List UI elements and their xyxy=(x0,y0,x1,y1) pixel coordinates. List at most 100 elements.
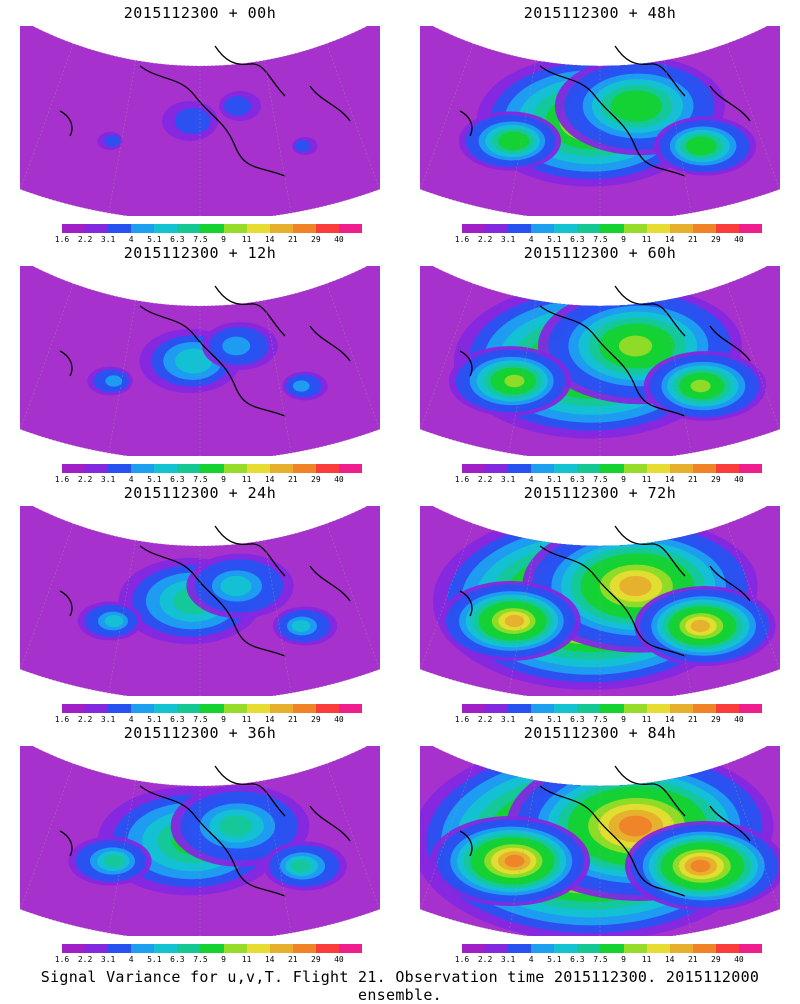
colorbar-swatch xyxy=(577,464,601,473)
map-panel: 2015112300 + 48h 1.6 2.2 3.1 4 5.1 6.3 7.5 9 11 14… xyxy=(400,0,800,244)
colorbar-tick-label: 14 xyxy=(264,715,275,724)
colorbar-swatch xyxy=(600,704,624,713)
colorbar-swatch xyxy=(715,704,739,713)
colorbar-tick-label: 40 xyxy=(734,955,744,964)
colorbar-tick-label: 5.1 xyxy=(547,955,562,964)
colorbar-swatch xyxy=(177,704,201,713)
variance-contour xyxy=(504,614,525,628)
colorbar-swatch xyxy=(600,464,624,473)
colorbar-swatch xyxy=(62,704,86,713)
colorbar-tick-label: 5.1 xyxy=(147,475,162,484)
colorbar-swatch xyxy=(738,944,763,953)
colorbar-tick-label: 14 xyxy=(664,715,675,724)
colorbar-swatch xyxy=(131,704,155,713)
colorbar-tick-label: 11 xyxy=(641,475,652,484)
colorbar-tick-label: 29 xyxy=(311,475,321,484)
colorbar-tick-label: 14 xyxy=(264,235,275,244)
variance-contour xyxy=(504,134,524,148)
variance-contour xyxy=(219,815,253,837)
colorbar-tick-label: 14 xyxy=(264,955,275,964)
colorbar-tick-label: 6.3 xyxy=(570,235,585,244)
colorbar-tick-label: 21 xyxy=(687,715,698,724)
colorbar-swatch xyxy=(715,464,739,473)
colorbar-swatch xyxy=(246,464,270,473)
colorbar-tick-label: 11 xyxy=(241,715,252,724)
colorbar-swatch xyxy=(315,944,339,953)
colorbar-tick-label: 9 xyxy=(221,715,226,724)
colorbar-tick-label: 6.3 xyxy=(570,955,585,964)
colorbar-tick-label: 7.5 xyxy=(193,475,208,484)
meridian-line xyxy=(726,283,780,430)
colorbar-swatch xyxy=(292,224,316,233)
colorbar-swatch xyxy=(131,464,155,473)
colorbar-tick-label: 4 xyxy=(528,475,534,484)
colorbar-swatch xyxy=(600,224,624,233)
variance-contour xyxy=(105,375,123,387)
colorbar-tick-label: 29 xyxy=(311,235,321,244)
colorbar-swatch xyxy=(223,464,247,473)
colorbar-swatch xyxy=(85,944,109,953)
colorbar-tick-label: 3.1 xyxy=(100,475,116,484)
colorbar xyxy=(462,944,763,953)
colorbar-swatch xyxy=(177,224,201,233)
colorbar-swatch xyxy=(246,944,270,953)
colorbar-tick-label: 40 xyxy=(734,235,744,244)
colorbar-tick-label: 9 xyxy=(621,475,626,484)
colorbar-swatch xyxy=(738,224,763,233)
colorbar-swatch xyxy=(531,944,555,953)
colorbar-ticks: 1.6 2.2 3.1 4 5.1 6.3 7.5 9 11 14 21 29 40 xyxy=(455,715,762,727)
colorbar-ticks: 1.6 2.2 3.1 4 5.1 6.3 7.5 9 11 14 21 29 40 xyxy=(455,475,762,487)
meridian-line xyxy=(20,43,74,190)
coastline xyxy=(459,285,751,417)
meridian-line xyxy=(263,300,292,454)
colorbar-tick-label: 40 xyxy=(334,475,344,484)
variance-contour xyxy=(619,95,652,117)
colorbar-tick-label: 5.1 xyxy=(147,715,162,724)
colorbar-swatch xyxy=(338,464,363,473)
panel-title: 2015112300 + 12h xyxy=(123,244,277,262)
colorbar-tick-label: 5.1 xyxy=(147,235,162,244)
colorbar-swatch xyxy=(85,464,109,473)
colorbar-swatch xyxy=(154,704,178,713)
map-panel: 2015112300 + 36h 1.6 2.2 3.1 4 5.1 6.3 7.5 9 11 14… xyxy=(0,720,400,964)
colorbar-tick-label: 9 xyxy=(221,235,226,244)
meridian-line xyxy=(508,300,537,454)
colorbar-tick-label: 2.2 xyxy=(77,715,93,724)
colorbar-tick-label: 5.1 xyxy=(547,715,562,724)
colorbar-swatch xyxy=(600,944,624,953)
colorbar-tick-label: 6.3 xyxy=(570,475,585,484)
colorbar-swatch xyxy=(62,464,86,473)
colorbar-swatch xyxy=(246,704,270,713)
colorbar xyxy=(62,464,363,473)
colorbar-swatch xyxy=(623,944,647,953)
variance-map xyxy=(20,746,380,936)
colorbar-ticks: 1.6 2.2 3.1 4 5.1 6.3 7.5 9 11 14 21 29 40 xyxy=(455,955,762,967)
colorbar-tick-label: 11 xyxy=(641,955,652,964)
colorbar-tick-label: 11 xyxy=(241,235,252,244)
colorbar-tick-label: 2.2 xyxy=(477,235,493,244)
colorbar-swatch xyxy=(154,224,178,233)
meridian-line xyxy=(726,763,780,910)
panel-title: 2015112300 + 84h xyxy=(523,724,677,742)
colorbar-swatch xyxy=(715,224,739,233)
variance-contour xyxy=(618,335,653,357)
colorbar-tick-label: 4 xyxy=(528,715,534,724)
colorbar-tick-label: 40 xyxy=(334,235,344,244)
colorbar-swatch xyxy=(223,224,247,233)
colorbar-swatch xyxy=(646,464,670,473)
coastline xyxy=(459,525,751,657)
colorbar-swatch xyxy=(462,944,486,953)
colorbar-tick-label: 6.3 xyxy=(570,715,585,724)
map-panel: 2015112300 + 72h 1.6 2.2 3.1 4 5.1 6.3 7.5 9 11 14… xyxy=(400,480,800,724)
colorbar-tick-label: 1.6 xyxy=(54,475,70,484)
colorbar-tick-label: 1.6 xyxy=(54,715,70,724)
panel-title: 2015112300 + 60h xyxy=(523,244,677,262)
colorbar-tick-label: 6.3 xyxy=(170,475,185,484)
coastline xyxy=(59,765,351,897)
meridian-line xyxy=(326,43,380,190)
colorbar-swatch xyxy=(131,944,155,953)
colorbar-swatch xyxy=(108,464,132,473)
meridian-line xyxy=(20,523,74,670)
colorbar-swatch xyxy=(269,704,293,713)
colorbar-tick-label: 4 xyxy=(128,715,134,724)
